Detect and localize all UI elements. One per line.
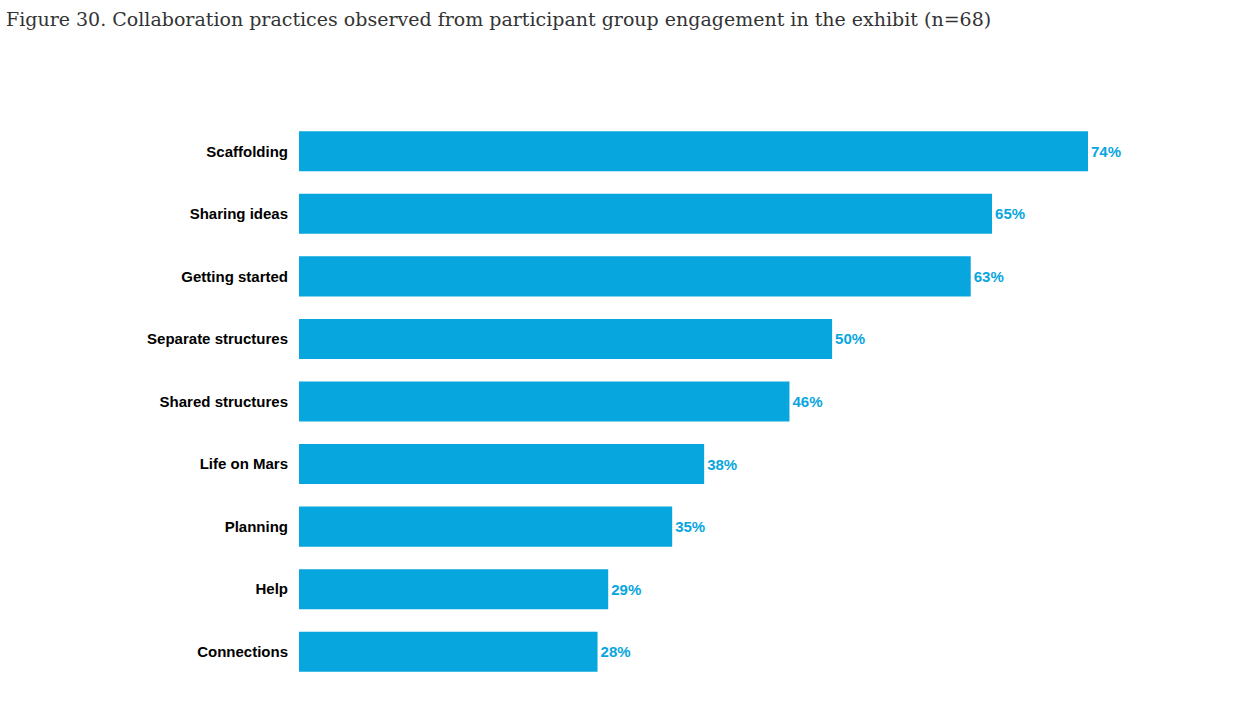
svg-text:Sharing ideas: Sharing ideas bbox=[190, 205, 288, 222]
svg-text:46%: 46% bbox=[792, 393, 822, 410]
svg-text:28%: 28% bbox=[601, 643, 631, 660]
svg-text:65%: 65% bbox=[995, 205, 1025, 222]
svg-text:Planning: Planning bbox=[225, 518, 288, 535]
svg-text:Getting started: Getting started bbox=[181, 268, 288, 285]
svg-text:74%: 74% bbox=[1091, 143, 1121, 160]
svg-text:63%: 63% bbox=[974, 268, 1004, 285]
svg-text:38%: 38% bbox=[707, 456, 737, 473]
svg-text:50%: 50% bbox=[835, 330, 865, 347]
svg-text:29%: 29% bbox=[611, 581, 641, 598]
svg-text:35%: 35% bbox=[675, 518, 705, 535]
svg-text:Scaffolding: Scaffolding bbox=[206, 143, 288, 160]
svg-text:Life on Mars: Life on Mars bbox=[200, 455, 288, 472]
html-text:Figure 30. Collaboration pract: Figure 30. Collaboration practices obser… bbox=[6, 8, 992, 30]
svg-text:Shared structures: Shared structures bbox=[160, 393, 288, 410]
svg-text:Help: Help bbox=[255, 580, 288, 597]
svg-text:Separate structures: Separate structures bbox=[147, 330, 288, 347]
svg-text:Connections: Connections bbox=[197, 643, 288, 660]
